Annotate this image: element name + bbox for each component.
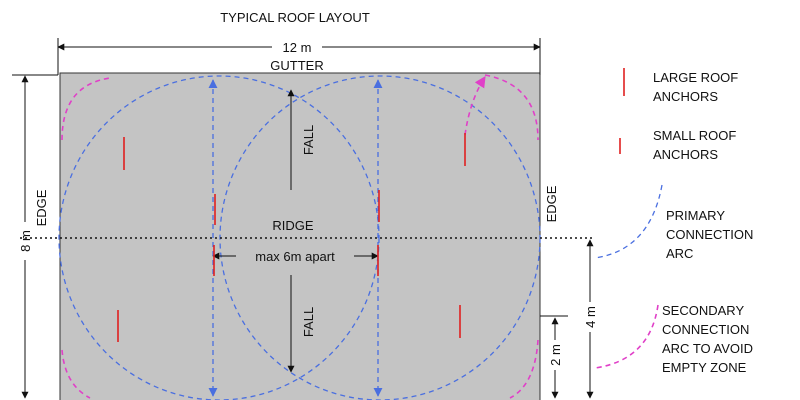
secondary-arc [509, 339, 539, 399]
label-bg [546, 340, 564, 370]
label-bg [272, 38, 322, 56]
ridge-label: RIDGE [272, 218, 314, 233]
legend-label: ANCHORS [653, 147, 718, 162]
secondary-arc [61, 349, 91, 399]
legend-label: ANCHORS [653, 89, 718, 104]
gutter-label: GUTTER [270, 58, 323, 73]
legend-label: SECONDARY [662, 303, 744, 318]
dimension-label: 2 m [548, 344, 563, 366]
legend-swatch [594, 184, 663, 259]
label-bg [236, 248, 354, 265]
secondary-arc [484, 74, 539, 141]
legend-label: CONNECTION [666, 227, 753, 242]
secondary-arc-arrow [464, 76, 486, 136]
legend-label: ARC TO AVOID [662, 341, 753, 356]
spacing-label: max 6m apart [255, 249, 335, 264]
dimension-label: 4 m [583, 306, 598, 328]
label-bg [16, 222, 34, 260]
legend-label: PRIMARY [666, 208, 725, 223]
width-label: 12 m [283, 40, 312, 55]
legend-label: CONNECTION [662, 322, 749, 337]
fall-label: FALL [301, 125, 316, 155]
height-label: 8 m [18, 230, 33, 252]
title: TYPICAL ROOF LAYOUT [220, 10, 370, 25]
legend-label: LARGE ROOF [653, 70, 738, 85]
roof [59, 72, 541, 400]
legend-label: ARC [666, 246, 693, 261]
legend-swatch [594, 304, 659, 369]
legend: LARGE ROOF ANCHORS SMALL ROOF ANCHORS PRIMAR… [653, 70, 753, 375]
edge-label: EDGE [34, 189, 49, 226]
legend-label: SMALL ROOF [653, 128, 736, 143]
secondary-arc [61, 77, 111, 141]
edge-label: EDGE [544, 185, 559, 222]
legend-label: EMPTY ZONE [662, 360, 747, 375]
label-bg [581, 302, 599, 332]
fall-label: FALL [301, 307, 316, 337]
